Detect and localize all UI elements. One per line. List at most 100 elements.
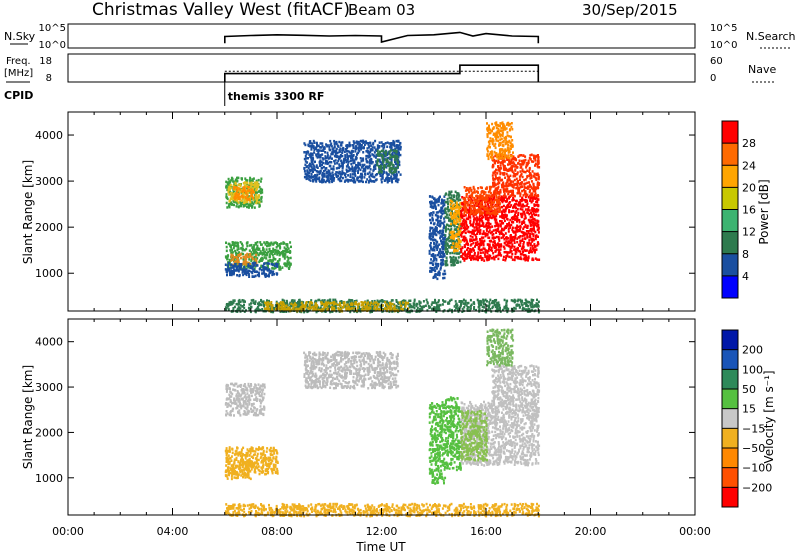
power-cell — [304, 163, 307, 166]
power-cell — [536, 201, 539, 204]
power-cell — [386, 157, 389, 160]
power-cell — [287, 262, 290, 266]
power-cell — [489, 186, 492, 189]
power-cell — [517, 155, 520, 158]
power-cell — [307, 143, 310, 147]
power-cell — [436, 248, 439, 251]
power-cell — [395, 173, 398, 177]
power-cell — [235, 267, 238, 270]
power-cell — [368, 159, 371, 162]
power-cell — [435, 243, 438, 246]
power-cell — [237, 194, 240, 198]
power-cell — [531, 238, 534, 242]
power-cell — [356, 152, 359, 156]
power-cell — [227, 177, 230, 181]
power-cell — [347, 161, 350, 164]
power-cell — [524, 249, 527, 252]
power-cell — [462, 220, 465, 223]
power-cell — [235, 256, 238, 259]
power-cell — [257, 271, 260, 274]
power-cell — [440, 242, 443, 245]
power-cell — [443, 233, 446, 237]
power-cell — [391, 180, 394, 184]
power-cell — [437, 252, 440, 255]
power-cell — [307, 166, 310, 170]
power-cell — [369, 178, 372, 181]
power-cell — [510, 135, 512, 139]
power-cell — [534, 209, 537, 213]
noise-series-line — [224, 31, 540, 44]
power-cell — [522, 154, 525, 157]
power-cell — [391, 148, 394, 152]
power-cell — [321, 142, 324, 145]
power-cell — [530, 230, 533, 233]
power-cell — [396, 155, 399, 159]
power-cell — [230, 270, 233, 274]
power-cell — [467, 197, 470, 200]
power-cell — [478, 223, 481, 226]
power-cell — [534, 230, 537, 234]
power-cell — [230, 191, 233, 195]
power-cell — [371, 305, 374, 308]
power-cell — [508, 139, 511, 143]
power-cell — [506, 174, 509, 177]
power-cell — [310, 146, 313, 150]
power-cell — [497, 243, 500, 246]
power-cell — [469, 204, 472, 207]
power-cell — [266, 244, 268, 248]
power-cell — [483, 213, 486, 216]
power-cell — [395, 146, 398, 149]
power-cell — [526, 243, 529, 246]
power-cell — [484, 225, 487, 228]
power-scatter — [224, 121, 541, 314]
power-cell — [259, 180, 262, 183]
power-cell — [513, 214, 516, 218]
power-cell — [381, 159, 384, 163]
power-cell — [356, 178, 359, 182]
power-cell — [512, 196, 515, 200]
power-cell — [453, 204, 456, 208]
power-cell — [470, 243, 473, 246]
power-cell — [333, 162, 336, 165]
power-cell — [229, 270, 232, 274]
freq-tick-top: 18 — [39, 56, 52, 67]
power-cell — [449, 245, 452, 248]
power-cell — [308, 141, 311, 145]
power-cell — [394, 174, 397, 178]
power-cell — [452, 242, 455, 245]
power-cell — [526, 162, 529, 166]
power-cell — [246, 255, 249, 258]
power-cell — [233, 265, 236, 268]
power-cell — [477, 199, 480, 202]
power-cell — [503, 250, 506, 254]
power-cell — [479, 241, 482, 244]
power-cell — [506, 254, 509, 258]
power-cell — [460, 248, 463, 251]
power-cell — [255, 264, 258, 267]
power-cell — [308, 175, 311, 179]
power-cell — [473, 307, 475, 311]
power-cell — [363, 140, 366, 144]
power-cell — [428, 249, 431, 253]
power-cell — [503, 217, 505, 220]
power-cell — [509, 234, 512, 237]
power-cell — [340, 301, 343, 304]
power-cell — [494, 242, 496, 245]
power-cell — [537, 241, 539, 244]
power-cell — [497, 127, 500, 131]
power-cell — [511, 190, 514, 194]
power-cell — [347, 155, 350, 158]
power-cell — [494, 255, 497, 258]
power-cell — [320, 160, 323, 164]
power-cell — [462, 205, 465, 209]
power-cell — [513, 156, 516, 160]
power-cell — [239, 265, 242, 268]
power-cell — [265, 268, 268, 271]
power-cell — [335, 149, 338, 153]
power-cell — [242, 262, 245, 266]
power-cell — [463, 306, 466, 309]
power-cell — [488, 194, 491, 197]
power-cell — [439, 266, 442, 269]
power-cell — [496, 202, 499, 205]
power-cell — [466, 224, 468, 227]
